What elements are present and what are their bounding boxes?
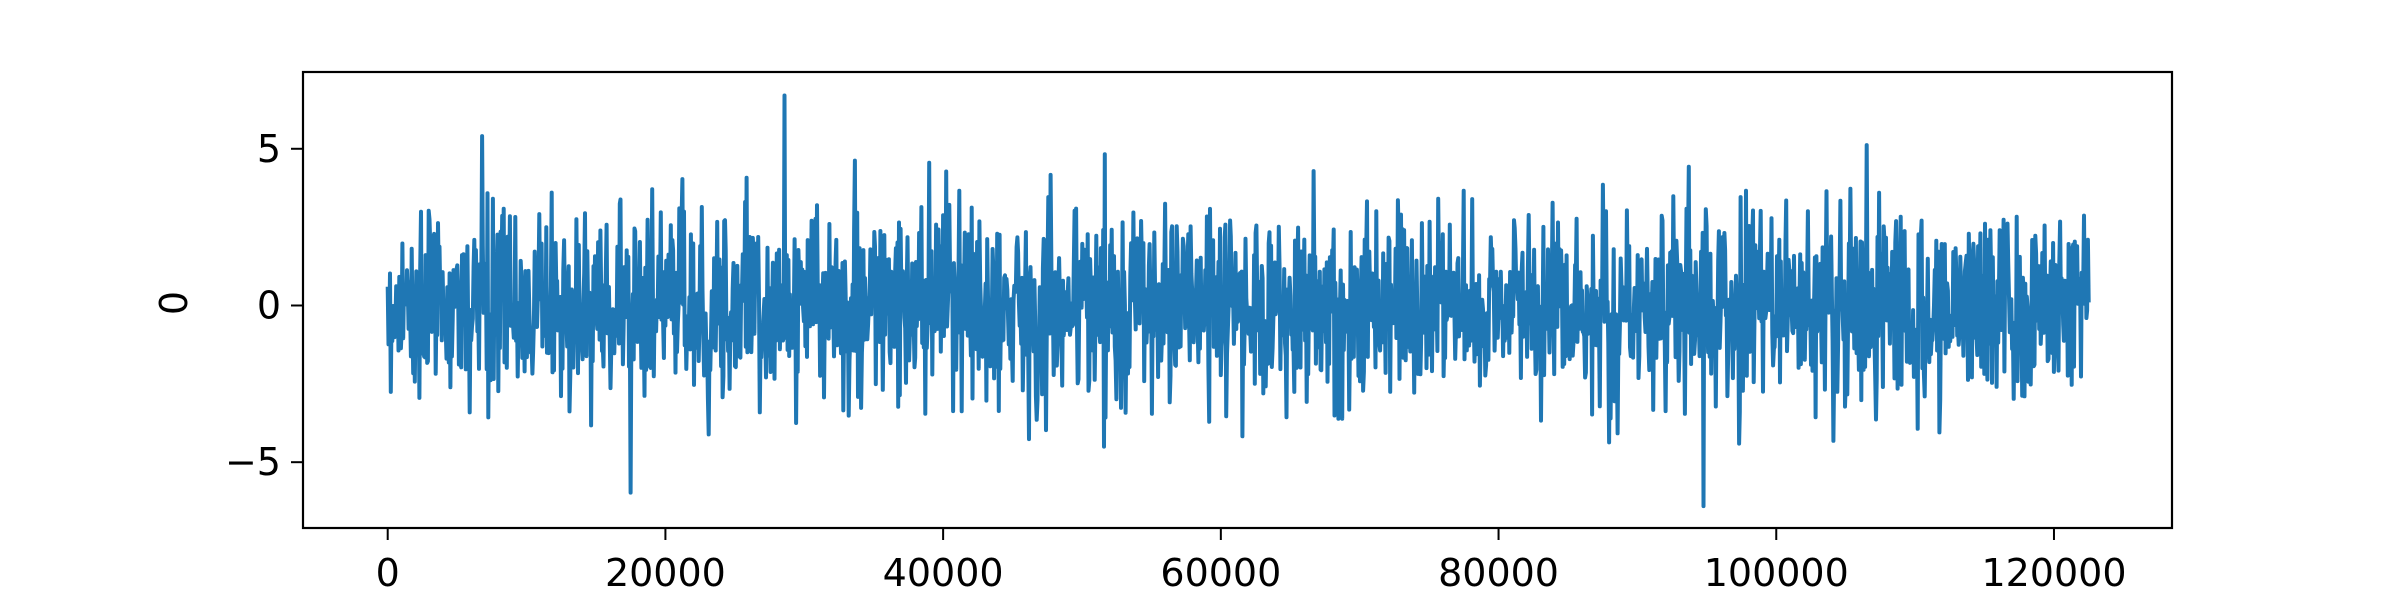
- x-tick-label: 60000: [1160, 551, 1281, 595]
- x-tick-label: 20000: [605, 551, 726, 595]
- y-tick-label: −5: [225, 440, 281, 484]
- y-axis-label: 0: [152, 291, 196, 315]
- y-axis: −5 0 5: [225, 127, 303, 484]
- series-line: [385, 93, 2091, 509]
- y-tick-label: 5: [257, 127, 281, 171]
- plot-area-frame: [301, 70, 2174, 530]
- x-tick-label: 80000: [1438, 551, 1559, 595]
- y-tick-label: 0: [257, 283, 281, 327]
- x-axis: 0 20000 40000 60000 80000 100000 120000: [376, 528, 2127, 595]
- x-tick-label: 120000: [1981, 551, 2126, 595]
- x-tick-label: 0: [376, 551, 400, 595]
- x-tick-label: 100000: [1704, 551, 1849, 595]
- x-tick-label: 40000: [883, 551, 1004, 595]
- series-layer: [385, 93, 2091, 509]
